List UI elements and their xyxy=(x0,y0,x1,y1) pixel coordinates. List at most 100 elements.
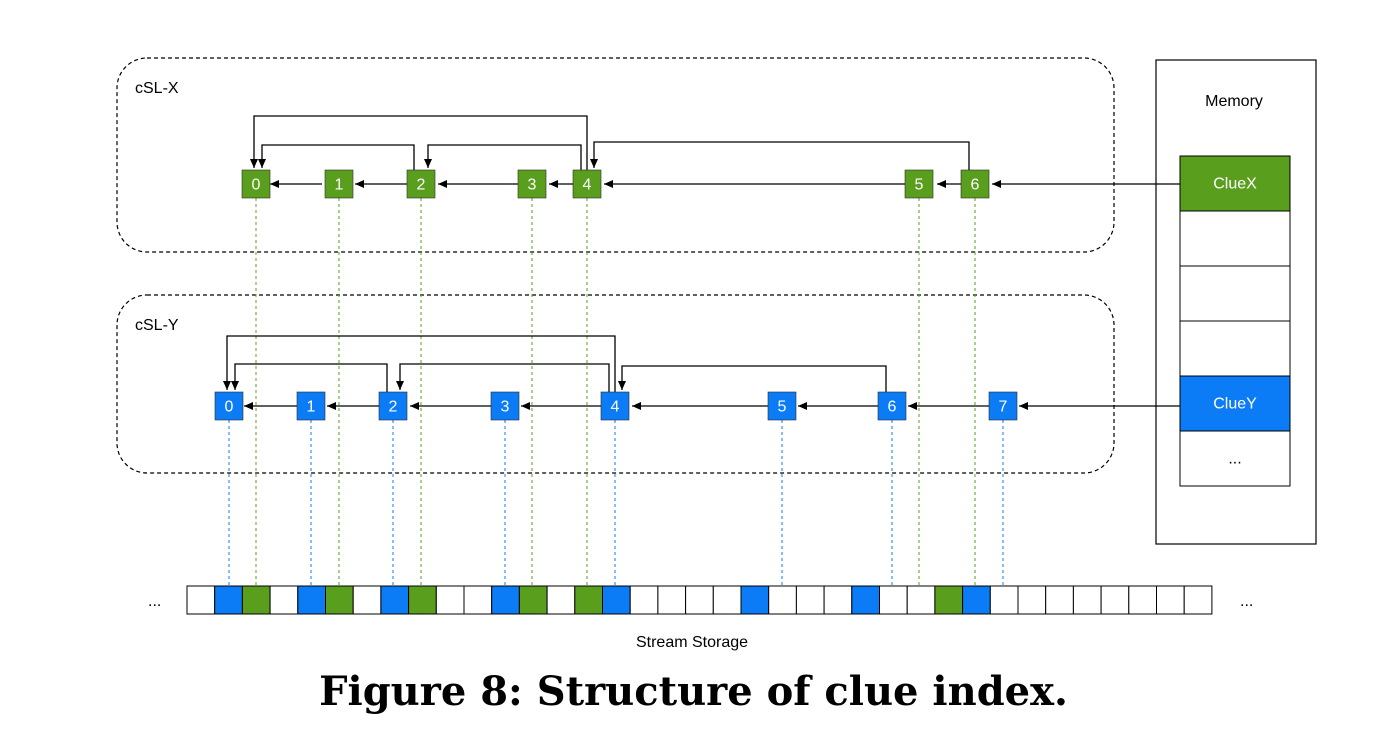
storage-cell xyxy=(214,585,243,615)
csl-y-node: 4 xyxy=(600,391,630,421)
skip-pointers xyxy=(223,115,1180,410)
storage-cell xyxy=(574,585,603,615)
storage-cell xyxy=(962,585,991,615)
x-skip-6-4 xyxy=(590,141,970,170)
storage-cell xyxy=(408,585,437,615)
csl-x-node: 3 xyxy=(517,169,547,199)
memory-cells: ClueX ClueY... xyxy=(1179,155,1291,487)
memory-cell xyxy=(1179,430,1291,487)
csl-y-label: cSL-Y xyxy=(135,317,179,334)
memory-cell xyxy=(1179,210,1291,267)
x-skip-2-0 xyxy=(258,144,415,170)
csl-x-node-box xyxy=(406,169,436,199)
storage-cell xyxy=(1128,585,1158,615)
csl-x-node: 4 xyxy=(572,169,602,199)
csl-x-node: 5 xyxy=(904,169,934,199)
csl-x-node-label: 3 xyxy=(528,177,537,194)
csl-x-node: 0 xyxy=(241,169,271,199)
storage-right-ellipsis: ... xyxy=(1240,593,1253,610)
csl-x-node-box xyxy=(517,169,547,199)
csl-y-node: 5 xyxy=(767,391,797,421)
csl-y-container xyxy=(116,294,1115,474)
csl-x-node: 1 xyxy=(324,169,354,199)
csl-x-container xyxy=(116,57,1115,253)
storage-cell xyxy=(1183,585,1213,615)
csl-x-node-box xyxy=(324,169,354,199)
storage-cell xyxy=(768,585,797,615)
csl-y-node-label: 1 xyxy=(307,399,316,416)
storage-cell xyxy=(380,585,410,615)
memory-cell-label: ClueX xyxy=(1213,176,1257,193)
storage-cell xyxy=(934,585,964,615)
csl-x-node-label: 6 xyxy=(971,177,980,194)
storage-cell xyxy=(491,585,520,615)
csl-x-node-label: 5 xyxy=(915,177,924,194)
storage-cell xyxy=(352,585,382,615)
csl-y-node-label: 4 xyxy=(611,399,620,416)
y-skip-4-0 xyxy=(223,335,616,392)
storage-cell xyxy=(712,585,742,615)
storage-cell xyxy=(518,585,548,615)
csl-y-node-label: 2 xyxy=(389,399,398,416)
csl-x-node: 2 xyxy=(406,169,436,199)
stream-storage xyxy=(186,585,1213,615)
storage-cell xyxy=(879,585,908,615)
storage-cell xyxy=(1045,585,1074,615)
memory-cell xyxy=(1179,320,1291,377)
csl-y-node-box xyxy=(988,391,1018,421)
storage-cell xyxy=(1072,585,1102,615)
index-guide-lines xyxy=(228,198,1004,586)
storage-cell xyxy=(629,585,659,615)
csl-y-node: 1 xyxy=(296,391,326,421)
csl-y-node-box xyxy=(767,391,797,421)
storage-cell xyxy=(906,585,936,615)
csl-x-node-box xyxy=(904,169,934,199)
storage-cell xyxy=(685,585,714,615)
csl-x-node-label: 1 xyxy=(335,177,344,194)
memory-cell-label: ClueY xyxy=(1213,396,1257,413)
storage-cell xyxy=(435,585,465,615)
csl-y-node-box xyxy=(490,391,520,421)
storage-cell xyxy=(1156,585,1185,615)
csl-y-node: 6 xyxy=(877,391,907,421)
storage-cell xyxy=(602,585,631,615)
csl-y-node: 0 xyxy=(214,391,244,421)
memory-label: Memory xyxy=(1205,93,1263,110)
csl-x-node-box xyxy=(241,169,271,199)
memory-panel xyxy=(1155,59,1317,545)
csl-x-label: cSL-X xyxy=(135,80,179,97)
csl-y-node: 3 xyxy=(490,391,520,421)
storage-cell xyxy=(269,585,299,615)
csl-x-node-label: 4 xyxy=(583,177,592,194)
csl-y-node-box xyxy=(378,391,408,421)
storage-cell xyxy=(1100,585,1130,615)
memory-cell-label: ... xyxy=(1228,451,1241,468)
x-skip-4-2 xyxy=(424,144,582,170)
storage-cell xyxy=(1017,585,1047,615)
storage-left-ellipsis: ... xyxy=(148,593,161,610)
storage-label: Stream Storage xyxy=(636,634,748,651)
storage-cell xyxy=(851,585,880,615)
csl-y-node: 7 xyxy=(988,391,1018,421)
csl-y-node-label: 0 xyxy=(225,399,234,416)
csl-y-node-box xyxy=(877,391,907,421)
csl-y-node-label: 7 xyxy=(999,399,1008,416)
x-skip-4-0 xyxy=(250,115,588,170)
storage-cell xyxy=(989,585,1019,615)
y-skip-6-4 xyxy=(618,365,887,392)
csl-y-node-box xyxy=(214,391,244,421)
storage-cell xyxy=(325,585,354,615)
csl-y-node-box xyxy=(296,391,326,421)
csl-x-node-label: 2 xyxy=(417,177,426,194)
csl-x-node-label: 0 xyxy=(252,177,261,194)
csl-x-node: 6 xyxy=(960,169,990,199)
csl-y-node-box xyxy=(600,391,630,421)
figure-caption: Figure 8: Structure of clue index. xyxy=(319,668,1068,715)
y-skip-2-0 xyxy=(231,363,388,392)
csl-y-node: 2 xyxy=(378,391,408,421)
csl-x-node-box xyxy=(960,169,990,199)
csl-x-nodes: 0 1 2 3 4 5 6 xyxy=(241,169,990,199)
csl-y-node-label: 3 xyxy=(501,399,510,416)
storage-cell xyxy=(463,585,493,615)
